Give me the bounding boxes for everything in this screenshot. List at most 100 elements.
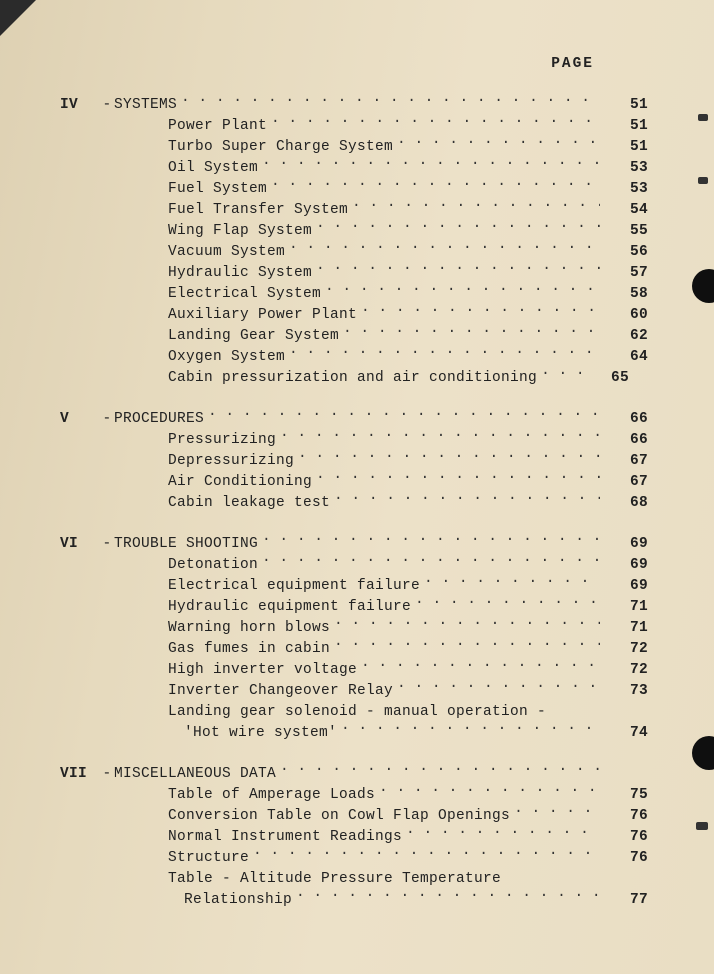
- toc-content: PAGE IV-SYSTEMS51Power Plant51Turbo Supe…: [60, 56, 652, 930]
- dot-leader-icon: [397, 680, 600, 694]
- entry-label: 'Hot wire system': [184, 723, 337, 743]
- dot-leader-icon: [514, 805, 600, 819]
- edge-mark-icon: [698, 114, 708, 121]
- dot-leader-icon: [334, 638, 600, 652]
- entry-label: Table of Amperage Loads: [168, 785, 375, 805]
- toc-entry: Structure76: [60, 847, 652, 868]
- section-page-number: 69: [604, 534, 652, 554]
- entry-page-number: 56: [604, 242, 652, 262]
- entry-label: Normal Instrument Readings: [168, 827, 402, 847]
- toc-section: VI-TROUBLE SHOOTING69Detonation69Electri…: [60, 533, 652, 743]
- entry-label: Fuel System: [168, 179, 267, 199]
- entry-page-number: 54: [604, 200, 652, 220]
- toc-section-heading: VI-TROUBLE SHOOTING69: [60, 533, 652, 554]
- scanned-page: PAGE IV-SYSTEMS51Power Plant51Turbo Supe…: [0, 0, 714, 974]
- dot-leader-icon: [316, 471, 600, 485]
- dot-leader-icon: [262, 554, 600, 568]
- entry-label: Hydraulic equipment failure: [168, 597, 411, 617]
- edge-mark-icon: [696, 822, 708, 830]
- entry-page-number: 64: [604, 347, 652, 367]
- toc-entry: Hydraulic System57: [60, 262, 652, 283]
- toc-entry: Auxiliary Power Plant60: [60, 304, 652, 325]
- toc-entry: Inverter Changeover Relay73: [60, 680, 652, 701]
- entry-label: Gas fumes in cabin: [168, 639, 330, 659]
- toc-entry: Conversion Table on Cowl Flap Openings 76: [60, 805, 652, 826]
- entry-page-number: 71: [604, 597, 652, 617]
- entry-label: Structure: [168, 848, 249, 868]
- dot-leader-icon: [271, 178, 600, 192]
- entry-page-number: 51: [604, 137, 652, 157]
- dot-leader-icon: [505, 868, 600, 882]
- entry-page-number: 51: [604, 116, 652, 136]
- entry-page-number: 60: [604, 305, 652, 325]
- toc-entry: Electrical System58: [60, 283, 652, 304]
- section-roman: VII: [60, 764, 100, 784]
- entry-label: Conversion Table on Cowl Flap Openings: [168, 806, 510, 826]
- entry-label: Detonation: [168, 555, 258, 575]
- toc-entry: Relationship77: [60, 889, 652, 910]
- toc-entry: Air Conditioning 67: [60, 471, 652, 492]
- dot-leader-icon: [334, 492, 600, 506]
- entry-label: Warning horn blows: [168, 618, 330, 638]
- dot-leader-icon: [262, 157, 600, 171]
- toc-entry: Depressurizing 67: [60, 450, 652, 471]
- entry-page-number: 72: [604, 639, 652, 659]
- entry-page-number: 66: [604, 430, 652, 450]
- entry-page-number: 74: [604, 723, 652, 743]
- toc-section-heading: VII-MISCELLANEOUS DATA: [60, 763, 652, 784]
- toc-section: IV-SYSTEMS51Power Plant51Turbo Super Cha…: [60, 94, 652, 388]
- entry-page-number: 76: [604, 827, 652, 847]
- dot-leader-icon: [280, 429, 600, 443]
- dot-leader-icon: [341, 722, 600, 736]
- entry-page-number: 75: [604, 785, 652, 805]
- edge-mark-icon: [698, 177, 708, 184]
- dot-leader-icon: [262, 533, 600, 547]
- toc-entry: Oil System53: [60, 157, 652, 178]
- toc-entry: Gas fumes in cabin 72: [60, 638, 652, 659]
- entry-label: Power Plant: [168, 116, 267, 136]
- section-title: PROCEDURES: [114, 409, 204, 429]
- section-roman: V: [60, 409, 100, 429]
- entry-label: Hydraulic System: [168, 263, 312, 283]
- dot-leader-icon: [541, 367, 581, 381]
- dot-leader-icon: [289, 346, 600, 360]
- entry-label: Cabin leakage test: [168, 493, 330, 513]
- toc-entry: Landing gear solenoid - manual operation…: [60, 701, 652, 722]
- toc-entry: Wing Flap System55: [60, 220, 652, 241]
- dot-leader-icon: [289, 241, 600, 255]
- section-dash: -: [100, 764, 114, 784]
- dot-leader-icon: [181, 94, 600, 108]
- dot-leader-icon: [334, 617, 600, 631]
- dot-leader-icon: [296, 889, 600, 903]
- punch-hole-icon: [692, 736, 714, 770]
- toc-entry: Pressurizing66: [60, 429, 652, 450]
- entry-label: Oil System: [168, 158, 258, 178]
- toc-entry: Fuel Transfer System54: [60, 199, 652, 220]
- toc-entry: 'Hot wire system' 74: [60, 722, 652, 743]
- dot-leader-icon: [253, 847, 600, 861]
- column-header-page: PAGE: [60, 56, 652, 72]
- toc-section-heading: IV-SYSTEMS51: [60, 94, 652, 115]
- entry-page-number: 67: [604, 472, 652, 492]
- entry-label: Depressurizing: [168, 451, 294, 471]
- entry-label: Landing Gear System: [168, 326, 339, 346]
- entry-label: Air Conditioning: [168, 472, 312, 492]
- entry-page-number: 72: [604, 660, 652, 680]
- entry-page-number: 69: [604, 576, 652, 596]
- dot-leader-icon: [316, 262, 600, 276]
- toc-entry: Fuel System53: [60, 178, 652, 199]
- entry-page-number: 68: [604, 493, 652, 513]
- section-title: SYSTEMS: [114, 95, 177, 115]
- entry-page-number: 69: [604, 555, 652, 575]
- entry-page-number: 71: [604, 618, 652, 638]
- toc-entry: Landing Gear System62: [60, 325, 652, 346]
- toc-section: V-PROCEDURES66Pressurizing66Depressurizi…: [60, 408, 652, 513]
- entry-label: Wing Flap System: [168, 221, 312, 241]
- dot-leader-icon: [361, 659, 600, 673]
- entry-page-number: 76: [604, 806, 652, 826]
- section-roman: VI: [60, 534, 100, 554]
- dot-leader-icon: [361, 304, 600, 318]
- entry-page-number: 77: [604, 890, 652, 910]
- entry-page-number: 67: [604, 451, 652, 471]
- toc-entry: Electrical equipment failure69: [60, 575, 652, 596]
